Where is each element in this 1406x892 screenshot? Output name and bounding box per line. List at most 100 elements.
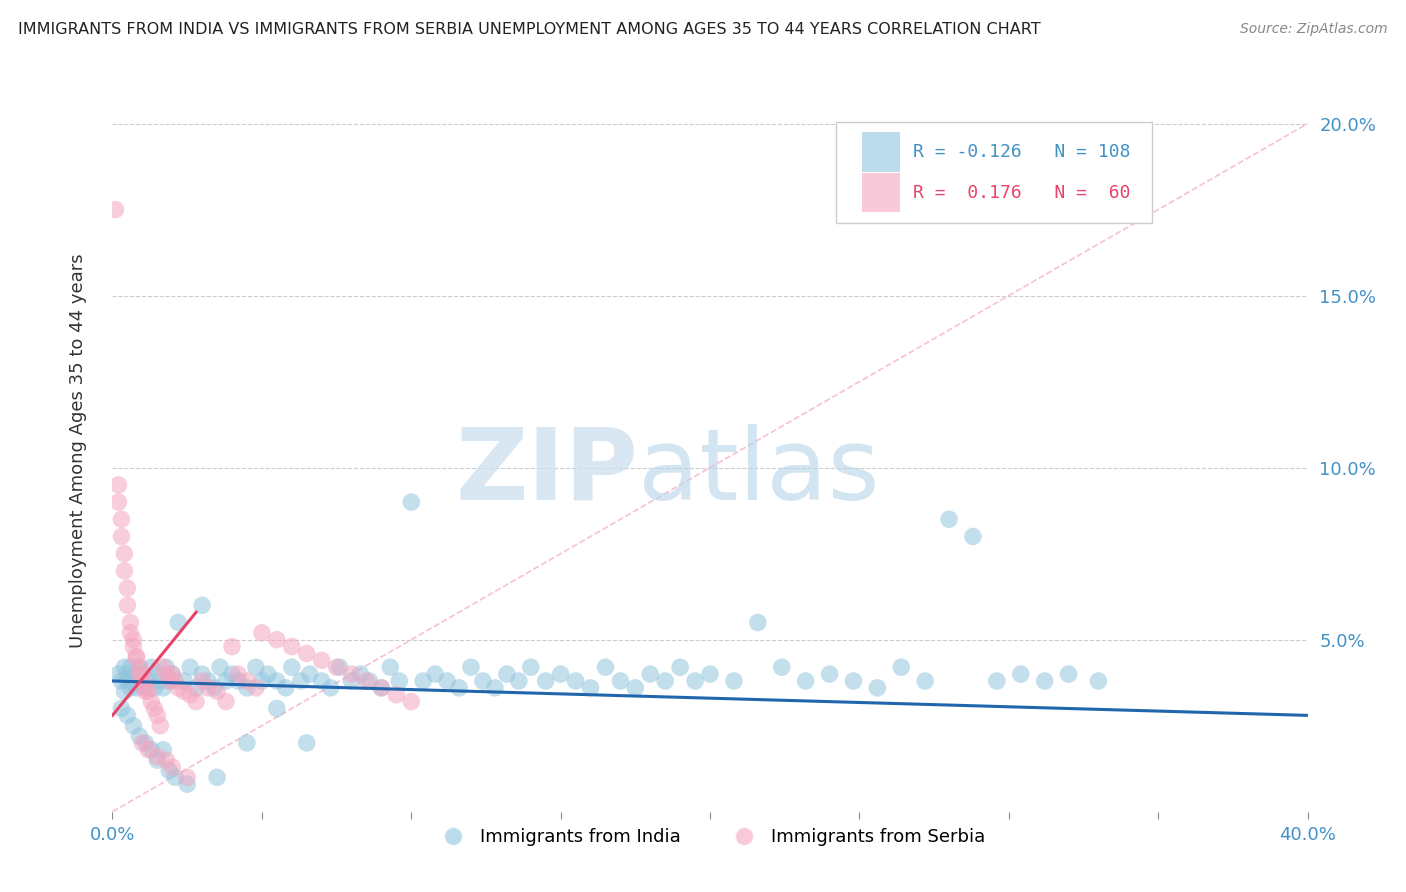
Point bbox=[298, 667, 321, 681]
Point bbox=[117, 599, 139, 613]
Legend: Immigrants from India, Immigrants from Serbia: Immigrants from India, Immigrants from S… bbox=[427, 821, 993, 854]
Point bbox=[460, 660, 482, 674]
Point bbox=[340, 667, 363, 681]
Point bbox=[669, 660, 692, 674]
Point bbox=[197, 673, 219, 688]
Point bbox=[938, 512, 960, 526]
Point bbox=[747, 615, 769, 630]
Point bbox=[149, 719, 172, 733]
Point bbox=[134, 681, 156, 695]
Point bbox=[120, 660, 142, 674]
Point bbox=[281, 640, 304, 654]
Point bbox=[155, 753, 177, 767]
Point bbox=[520, 660, 543, 674]
Point bbox=[290, 673, 312, 688]
Point bbox=[141, 743, 163, 757]
Point bbox=[401, 695, 423, 709]
Point bbox=[962, 529, 984, 543]
Point bbox=[640, 667, 662, 681]
Point bbox=[165, 673, 187, 688]
Point bbox=[176, 770, 198, 784]
Point bbox=[226, 673, 249, 688]
Point bbox=[167, 615, 190, 630]
Point bbox=[914, 673, 936, 688]
Text: R = -0.126   N = 108: R = -0.126 N = 108 bbox=[914, 143, 1130, 161]
Point bbox=[117, 667, 139, 681]
Point bbox=[245, 681, 267, 695]
Point bbox=[173, 673, 195, 688]
Point bbox=[138, 684, 160, 698]
Point bbox=[226, 667, 249, 681]
Point bbox=[370, 681, 392, 695]
Y-axis label: Unemployment Among Ages 35 to 44 years: Unemployment Among Ages 35 to 44 years bbox=[69, 253, 87, 648]
Point bbox=[167, 681, 190, 695]
Point bbox=[107, 478, 129, 492]
Point bbox=[125, 681, 148, 695]
Point bbox=[349, 667, 371, 681]
Point bbox=[155, 660, 177, 674]
Point bbox=[295, 736, 318, 750]
Point bbox=[311, 673, 333, 688]
Point bbox=[205, 770, 228, 784]
Point bbox=[401, 495, 423, 509]
Point bbox=[138, 673, 160, 688]
Point bbox=[120, 615, 142, 630]
Point bbox=[359, 673, 381, 688]
Point bbox=[143, 681, 166, 695]
Point bbox=[329, 660, 352, 674]
Point bbox=[472, 673, 495, 688]
Point bbox=[209, 660, 232, 674]
Point bbox=[120, 625, 142, 640]
Point bbox=[155, 667, 177, 681]
Point bbox=[550, 667, 572, 681]
Point bbox=[215, 695, 238, 709]
Point bbox=[986, 673, 1008, 688]
Point bbox=[236, 681, 259, 695]
Point bbox=[157, 764, 180, 778]
Point bbox=[1057, 667, 1080, 681]
Point bbox=[146, 749, 169, 764]
Point bbox=[534, 673, 557, 688]
Point bbox=[191, 599, 214, 613]
Point bbox=[131, 667, 153, 681]
Point bbox=[128, 667, 150, 681]
Point bbox=[295, 647, 318, 661]
Point bbox=[110, 512, 132, 526]
Text: atlas: atlas bbox=[638, 424, 880, 521]
Point bbox=[245, 660, 267, 674]
Point bbox=[134, 684, 156, 698]
Point bbox=[146, 708, 169, 723]
Point bbox=[624, 681, 647, 695]
Point bbox=[890, 660, 912, 674]
Point bbox=[1087, 673, 1109, 688]
Point bbox=[104, 202, 127, 217]
Point bbox=[385, 688, 408, 702]
Point bbox=[143, 701, 166, 715]
Point bbox=[157, 673, 180, 688]
Text: R =  0.176   N =  60: R = 0.176 N = 60 bbox=[914, 184, 1130, 202]
Point bbox=[221, 667, 243, 681]
Point bbox=[114, 660, 135, 674]
Point bbox=[215, 673, 238, 688]
Point bbox=[1033, 673, 1056, 688]
Point bbox=[818, 667, 841, 681]
Point bbox=[281, 660, 304, 674]
Point bbox=[191, 667, 214, 681]
Point bbox=[162, 760, 183, 774]
Point bbox=[146, 753, 169, 767]
Point bbox=[436, 673, 458, 688]
Point bbox=[176, 777, 198, 791]
Point bbox=[311, 653, 333, 667]
Point bbox=[125, 649, 148, 664]
Point bbox=[564, 673, 586, 688]
Point bbox=[162, 667, 183, 681]
Point bbox=[125, 649, 148, 664]
Point bbox=[250, 625, 273, 640]
Point bbox=[114, 684, 135, 698]
Point bbox=[794, 673, 817, 688]
Point bbox=[114, 564, 135, 578]
Point bbox=[157, 673, 180, 688]
Point bbox=[866, 681, 889, 695]
Point bbox=[146, 667, 169, 681]
Point bbox=[609, 673, 631, 688]
